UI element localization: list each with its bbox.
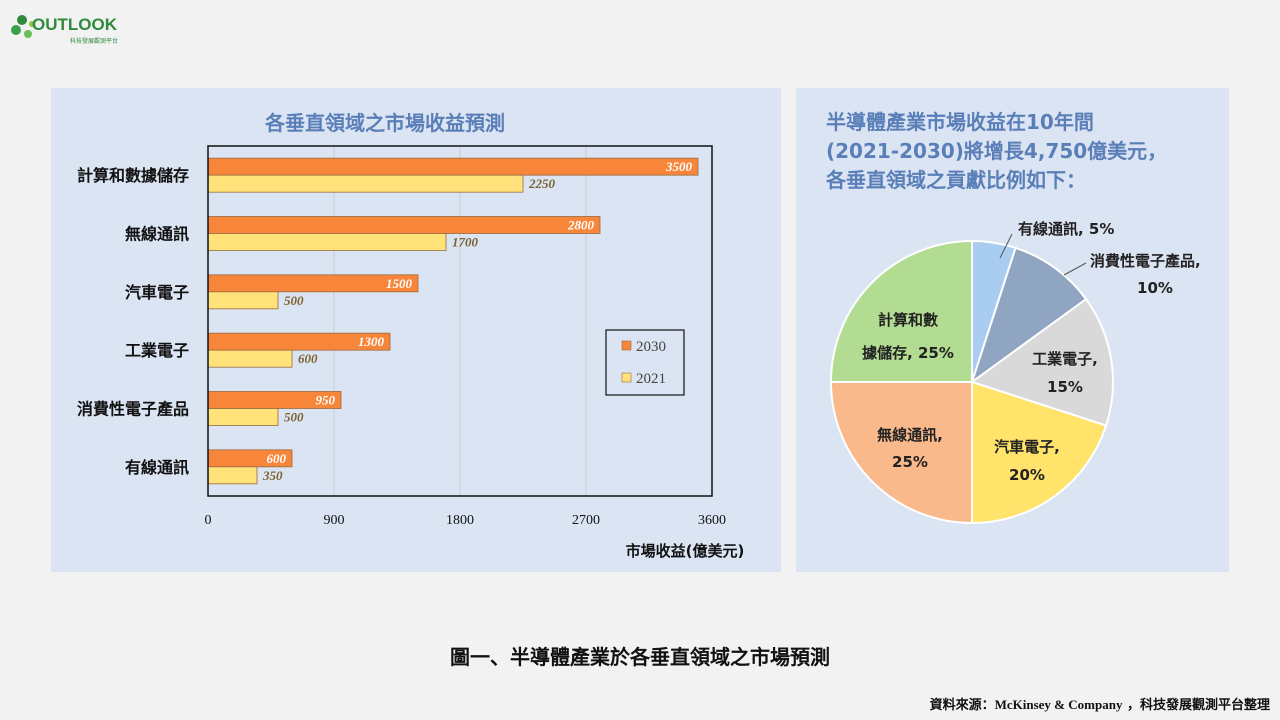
data-label: 3500 [665,159,693,174]
bar-2021 [207,466,258,485]
bar-2021 [207,291,279,310]
bar-2021 [207,349,293,368]
pie-chart-title: 半導體產業市場收益在10年間 (2021-2030)將增長4,750億美元， 各… [826,108,1226,195]
category-label: 計算和數據儲存 [77,166,189,185]
legend-label: 2030 [636,339,666,355]
data-label: 950 [316,393,336,408]
category-label: 工業電子 [125,341,189,360]
figure-caption: 圖一、半導體產業於各垂直領域之市場預測 [450,645,830,669]
pie-label: 有線通訊, 5% [1018,220,1114,238]
pie-title-line: 半導體產業市場收益在10年間 [826,110,1094,134]
leader-line [1063,262,1087,276]
category-label: 有線通訊 [125,458,189,477]
pie-slice [970,246,1088,385]
pie-label: 汽車電子, 20% [994,438,1060,484]
bar-2021 [207,233,447,251]
logo-text: OUTLOOK [32,15,117,34]
data-label: 350 [262,468,283,483]
pie-label: 計算和數據儲存, 25% [862,311,954,362]
source-company: McKinsey & Company [994,697,1123,712]
pie-slice [969,297,1114,427]
data-label: 2250 [528,176,556,191]
data-label: 500 [284,410,304,425]
legend-swatch [621,340,632,351]
data-label: 500 [284,293,304,308]
logo-tagline: 科技發展觀測平台 [70,38,119,45]
source-prefix: 資料來源： [929,698,995,713]
x-axis-label: 市場收益(億美元) [626,542,745,560]
pie-slice [829,381,973,525]
category-label: 汽車電子 [125,283,189,302]
legend-label: 2021 [636,371,666,387]
legend-swatch [621,372,632,383]
category-label: 消費性電子產品 [77,400,189,419]
pie-title-line: 各垂直領域之貢獻比例如下： [826,168,1086,192]
data-label: 1300 [358,334,385,349]
data-label: 1700 [452,235,479,250]
logo-mark-icon [11,15,35,38]
category-label: 無線通訊 [125,225,189,244]
bar-chart-title: 各垂直領域之市場收益預測 [264,111,505,135]
pie-label: 消費性電子產品, 10% [1090,252,1201,297]
x-tick-label: 3600 [698,513,726,528]
x-tick-label: 0 [205,513,212,528]
plot-area-border [207,145,713,497]
legend-box [605,329,685,396]
pie-title-line: (2021-2030)將增長4,750億美元， [826,139,1168,163]
x-tick-label: 2700 [572,513,600,528]
outlook-logo: OUTLOOK 科技發展觀測平台 [8,6,128,46]
x-tick-label: 900 [324,513,345,528]
data-label: 2800 [567,218,595,233]
source-suffix: ，科技發展觀測平台整理 [1126,698,1270,713]
source-note: 資料來源：McKinsey & Company ，科技發展觀測平台整理 [930,694,1270,713]
bar-2021 [207,408,279,426]
pie-slice [829,239,973,383]
bar-2030 [207,216,601,234]
leader-line [999,233,1013,259]
data-label: 1500 [386,276,413,291]
bar-chart-legend: 2030 2021 [605,329,685,396]
pie-slice [971,380,1108,525]
pie-label: 工業電子, 15% [1032,350,1098,396]
data-label: 600 [298,351,318,366]
bar-2021 [207,174,524,193]
x-tick-label: 1800 [446,513,474,528]
bar-2030 [207,157,699,176]
pie-label: 無線通訊, 25% [877,426,943,471]
data-label: 600 [267,451,287,466]
